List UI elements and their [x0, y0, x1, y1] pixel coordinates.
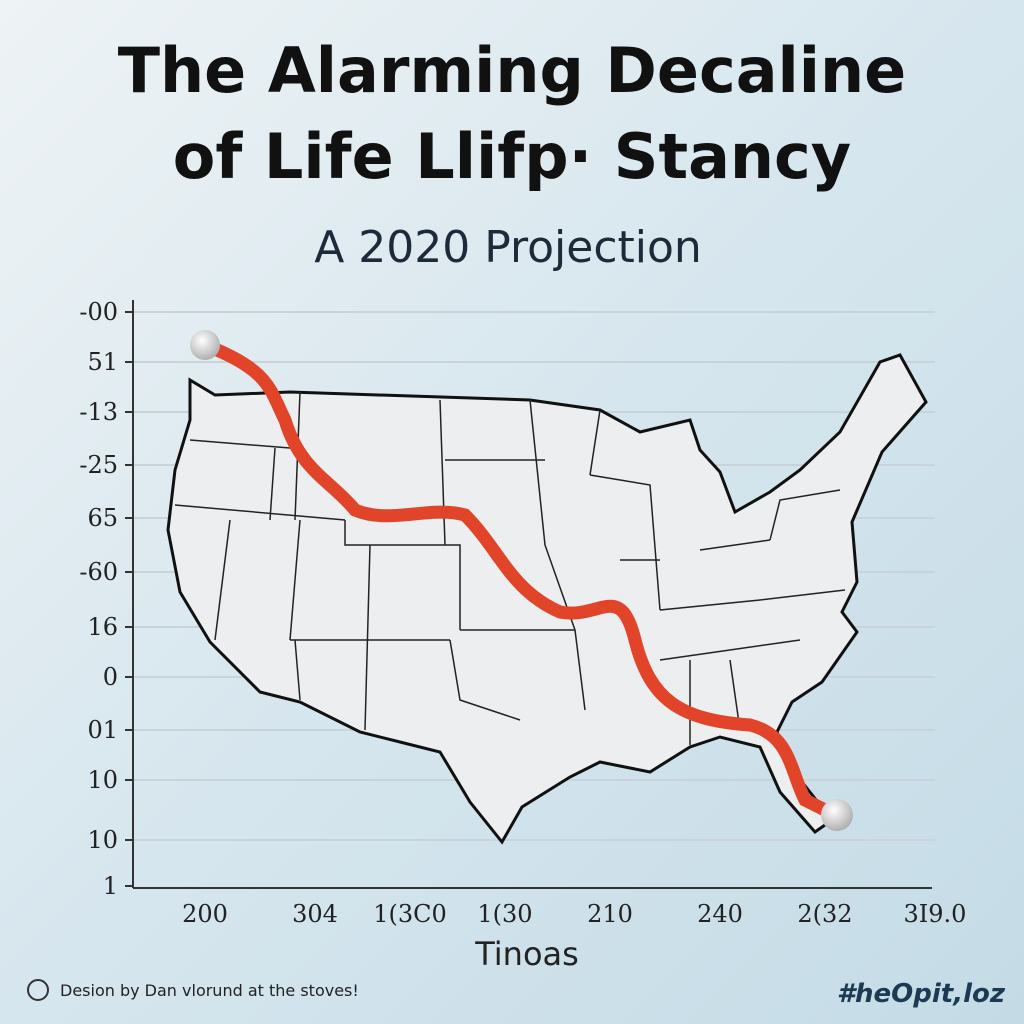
- start-point: [190, 330, 220, 360]
- end-point: [821, 799, 853, 831]
- title-line: of Life Llifp· Stancy: [173, 120, 851, 193]
- y-tick-label: -25: [79, 451, 118, 479]
- credit: Desion by Dan vlorund at the stoves!: [60, 981, 359, 1000]
- x-tick-label: 200: [182, 900, 228, 928]
- y-tick-label: -60: [79, 558, 118, 586]
- y-tick-label: 51: [87, 348, 118, 376]
- y-tick-label: 0: [103, 663, 118, 691]
- y-tick-label: 1: [103, 872, 118, 900]
- copyright-icon: [27, 979, 49, 1001]
- x-tick-label: 3I9.0: [904, 900, 967, 928]
- x-tick-label: 240: [697, 900, 743, 928]
- trend-line: [198, 338, 842, 822]
- x-tick-label: 1(30: [477, 900, 532, 928]
- title-line: The Alarming Decaline: [118, 34, 906, 107]
- x-tick-label: 1(3C0: [373, 900, 447, 928]
- y-tick-label: 10: [87, 766, 118, 794]
- x-tick-label: 304: [292, 900, 338, 928]
- subtitle: A 2020 Projection: [314, 222, 702, 273]
- y-tick-label: 01: [87, 716, 118, 744]
- y-tick-label: -00: [79, 298, 118, 326]
- axis-labels: -00 51 -13 -25 65 -60 16 0 01 10 10 1 200 304 1(3C0 1(3…: [79, 298, 966, 928]
- y-tick-label: 65: [87, 504, 118, 532]
- x-tick-label: 210: [587, 900, 633, 928]
- x-tick-label: 2(32: [797, 900, 852, 928]
- state-lines: [174, 391, 846, 745]
- y-tick-label: 10: [87, 826, 118, 854]
- y-tick-label: 16: [87, 613, 118, 641]
- y-tick-label: -13: [79, 398, 118, 426]
- x-axis-title: Tinoas: [474, 935, 579, 973]
- hashtag: #heOpit,loz: [837, 979, 1006, 1009]
